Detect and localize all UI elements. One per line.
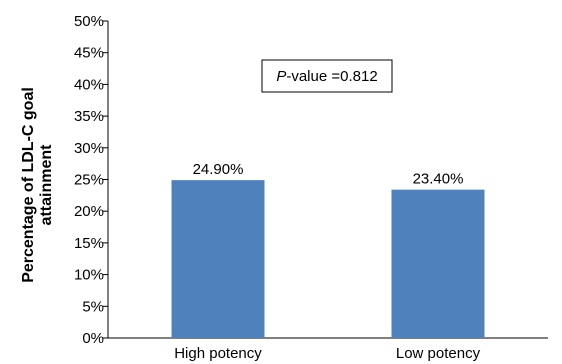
p-value-prefix: P bbox=[276, 68, 286, 85]
p-value-box bbox=[261, 59, 393, 93]
y-tick-label: 5% bbox=[82, 298, 104, 315]
y-axis-title-line-1: Percentage of LDL-C goal bbox=[20, 87, 37, 283]
y-tick-label: 0% bbox=[82, 330, 104, 347]
y-tick-label: 10% bbox=[74, 267, 104, 284]
y-axis-title-line-2: attainment bbox=[38, 144, 55, 226]
x-category-label: High potency bbox=[174, 345, 262, 362]
p-value-annotation: P-value =0.812 bbox=[261, 59, 393, 93]
bar-data-label: 23.40% bbox=[413, 171, 464, 188]
y-tick-label: 15% bbox=[74, 235, 104, 252]
y-tick-label: 25% bbox=[74, 172, 104, 189]
y-tick-label: 20% bbox=[74, 203, 104, 220]
p-value-text: P-value =0.812 bbox=[276, 68, 377, 85]
bar bbox=[171, 180, 265, 338]
x-category-label: Low potency bbox=[396, 345, 481, 362]
y-axis-ticks: 0% 5% 10% 15% 20% 25% 30% 35% 40% 45% 50% bbox=[74, 13, 108, 347]
bars: 24.90% High potency 23.40% Low potency bbox=[171, 161, 485, 362]
y-tick-label: 50% bbox=[74, 13, 104, 30]
y-tick-label: 40% bbox=[74, 76, 104, 93]
p-value-value: -value =0.812 bbox=[286, 68, 377, 85]
bar-data-label: 24.90% bbox=[193, 161, 244, 178]
y-axis-title: Percentage of LDL-C goal attainment bbox=[20, 87, 55, 283]
bar bbox=[391, 189, 485, 338]
y-tick-label: 30% bbox=[74, 140, 104, 157]
y-tick-label: 35% bbox=[74, 108, 104, 125]
y-tick-label: 45% bbox=[74, 45, 104, 62]
